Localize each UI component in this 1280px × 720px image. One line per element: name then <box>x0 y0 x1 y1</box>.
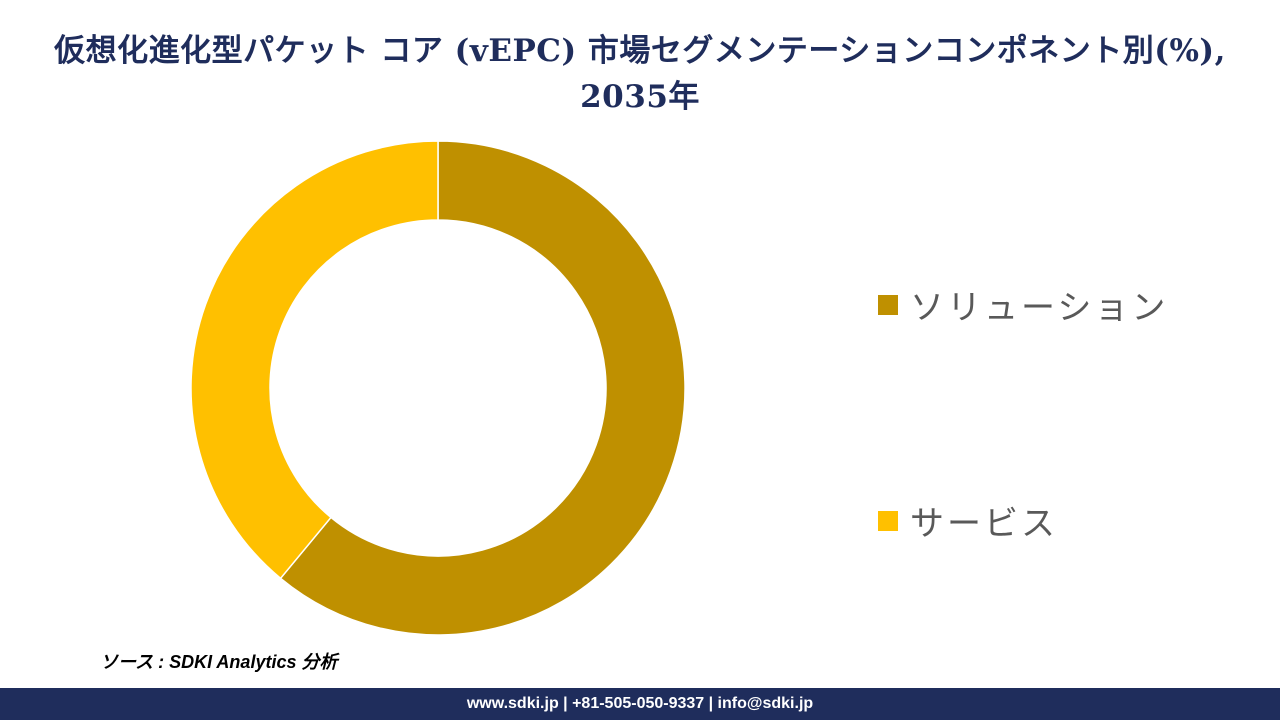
legend-swatch-service <box>878 510 898 531</box>
footer-bar: www.sdki.jp | +81-505-050-9337 | info@sd… <box>0 688 1280 720</box>
legend-label-solution: ソリューション <box>910 288 1169 328</box>
donut-slice-service <box>190 140 439 580</box>
legend-label-service: サービス <box>910 504 1058 544</box>
legend-item-solution: ソリューション <box>878 280 1168 329</box>
chart-title: 仮想化進化型パケット コア (vEPC) 市場セグメンテーションコンポネント別(… <box>54 33 1226 115</box>
footer-contact: www.sdki.jp | +81-505-050-9337 | info@sd… <box>466 695 814 712</box>
donut-chart <box>190 140 686 636</box>
source-note: ソース : SDKI Analytics 分析 <box>100 652 338 672</box>
donut-slice-solution <box>279 140 686 636</box>
legend-swatch-solution <box>878 294 898 315</box>
legend-item-service: サービス <box>878 496 1058 545</box>
